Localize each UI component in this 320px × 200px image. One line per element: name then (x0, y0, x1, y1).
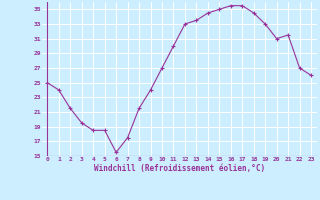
X-axis label: Windchill (Refroidissement éolien,°C): Windchill (Refroidissement éolien,°C) (94, 164, 265, 173)
